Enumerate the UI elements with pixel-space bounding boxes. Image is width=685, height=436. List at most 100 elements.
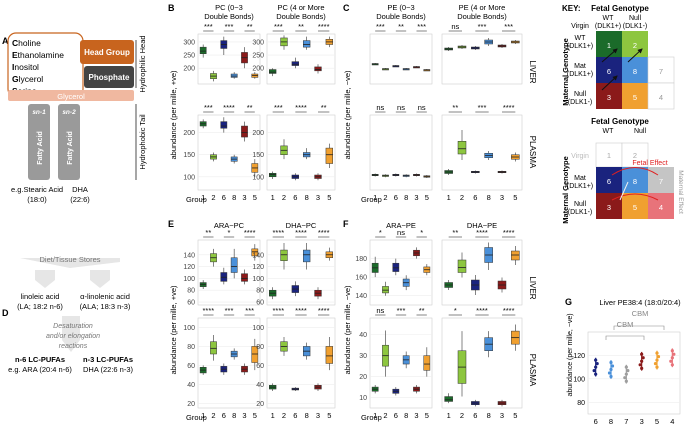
example-1: e.g.Stearic Acid — [11, 185, 63, 194]
panel-title: PC (4 or More — [277, 3, 324, 12]
plot-frame — [266, 317, 336, 409]
key2-virgin: Virgin — [571, 153, 589, 160]
g-x-tick: 8 — [609, 417, 613, 426]
panel-d-letter: D — [2, 308, 9, 318]
key2-row-null2: (DLK1-) — [568, 209, 593, 216]
sig-label: **** — [295, 306, 307, 315]
y-tick-label: 150 — [252, 152, 264, 159]
sig-label: ns — [418, 103, 426, 112]
box-group-8 — [303, 40, 311, 48]
g-y-tick: 100 — [573, 376, 585, 383]
plot-frame — [369, 33, 433, 85]
key2-row-null: Null — [574, 201, 587, 208]
y-tick-label: 300 — [252, 39, 264, 46]
group-tick-label: 5 — [513, 411, 517, 420]
key2-num-1: 1 — [607, 151, 611, 160]
box-group-5 — [325, 346, 333, 364]
sig-label: **** — [295, 103, 307, 112]
sig-label: *** — [397, 306, 406, 315]
key-cell-7 — [647, 56, 675, 84]
plot-frame — [197, 317, 261, 409]
key2-col-wt: WT — [603, 128, 615, 135]
group-tick-label: 1 — [373, 193, 377, 202]
g-point — [594, 372, 598, 376]
boxplot-panel-f4: * **** ****1 2 6 8 3 5 — [441, 306, 523, 420]
plot-frame — [441, 239, 523, 306]
desat-label-1: Desaturation — [53, 323, 93, 330]
y-tick-label: 140 — [183, 252, 195, 259]
box-group-3 — [314, 66, 322, 72]
sig-label: **** — [318, 306, 330, 315]
row-label-plasma-top: PLASMA — [528, 136, 537, 169]
sig-label: *** — [204, 22, 213, 31]
group-tick-label: 6 — [473, 193, 477, 202]
boxplot-panel-f2: DHA−PE** **** **** — [441, 221, 523, 306]
panel-title: PE (4 or More — [459, 3, 506, 12]
panel-e-letter: E — [168, 219, 174, 229]
y-tick-label: 180 — [355, 256, 367, 263]
plot-frame — [369, 317, 433, 409]
y-tick-label: 120 — [183, 264, 195, 271]
box-group-6 — [291, 61, 299, 66]
g-point — [626, 369, 630, 373]
g-point — [669, 359, 673, 363]
group-tick-label: 3 — [414, 411, 418, 420]
group-tick-label: 8 — [404, 193, 408, 202]
g-point — [655, 351, 659, 355]
panel-title: ARA−PE — [386, 221, 416, 230]
desat-label-2: and/or elongation — [46, 333, 100, 340]
box-group-6 — [392, 262, 400, 272]
y-tick-label: 160 — [355, 275, 367, 282]
sig-label: ** — [247, 22, 253, 31]
plot-frame — [197, 114, 261, 191]
panel-title: ARA−PC — [214, 221, 245, 230]
sig-label: ** — [247, 103, 253, 112]
key-cell-2 — [622, 31, 648, 57]
plot-frame — [441, 317, 523, 409]
n6-label: n-6 LC-PUFAs — [15, 355, 65, 364]
y-tick-label: 100 — [183, 174, 195, 181]
sig-label: *** — [376, 22, 385, 31]
key-num-8: 8 — [633, 67, 637, 76]
y-tick-label: 100 — [252, 276, 264, 283]
box-group-2 — [280, 249, 288, 261]
g-point — [670, 363, 674, 367]
sig-label: ** — [321, 103, 327, 112]
sig-label: **** — [476, 306, 488, 315]
box-group-1 — [199, 46, 207, 54]
y-tick-label: 100 — [183, 276, 195, 283]
group-tick-label: 1 — [447, 193, 451, 202]
ylabel-c: abundance (per mille, −ve) — [343, 70, 352, 160]
panel-f-letter: F — [343, 219, 349, 229]
sig-label: *** — [204, 103, 213, 112]
key-maternal-genotype: Maternal Genotype — [561, 38, 570, 106]
sn2-fatty-acid-label: Fatty Acid — [67, 131, 74, 165]
panel-a: A Choline Ethanolamine Inositol Glycerol… — [2, 32, 147, 204]
box-group-5 — [423, 355, 431, 371]
diet-arrow-left — [35, 270, 55, 288]
desaturation-arrow — [62, 316, 80, 352]
key-cell-5 — [622, 83, 648, 109]
head-word-3: Inositol — [12, 62, 39, 72]
g-point — [655, 365, 659, 369]
g-point — [641, 356, 645, 360]
head-word-1: Choline — [12, 38, 41, 48]
group-tick-label: 1 — [271, 411, 275, 420]
g-point — [624, 365, 628, 369]
y-tick-label: 140 — [355, 293, 367, 300]
box-group-1 — [269, 172, 277, 178]
head-group-label: Head Group — [84, 48, 130, 57]
sig-label: ** — [398, 22, 404, 31]
g-point — [592, 369, 596, 373]
key-arrow-3 — [601, 75, 618, 91]
group-tick-label: 8 — [305, 193, 309, 202]
panel-title: PE (0−3 — [387, 3, 414, 12]
group-tick-label: 1 — [373, 411, 377, 420]
